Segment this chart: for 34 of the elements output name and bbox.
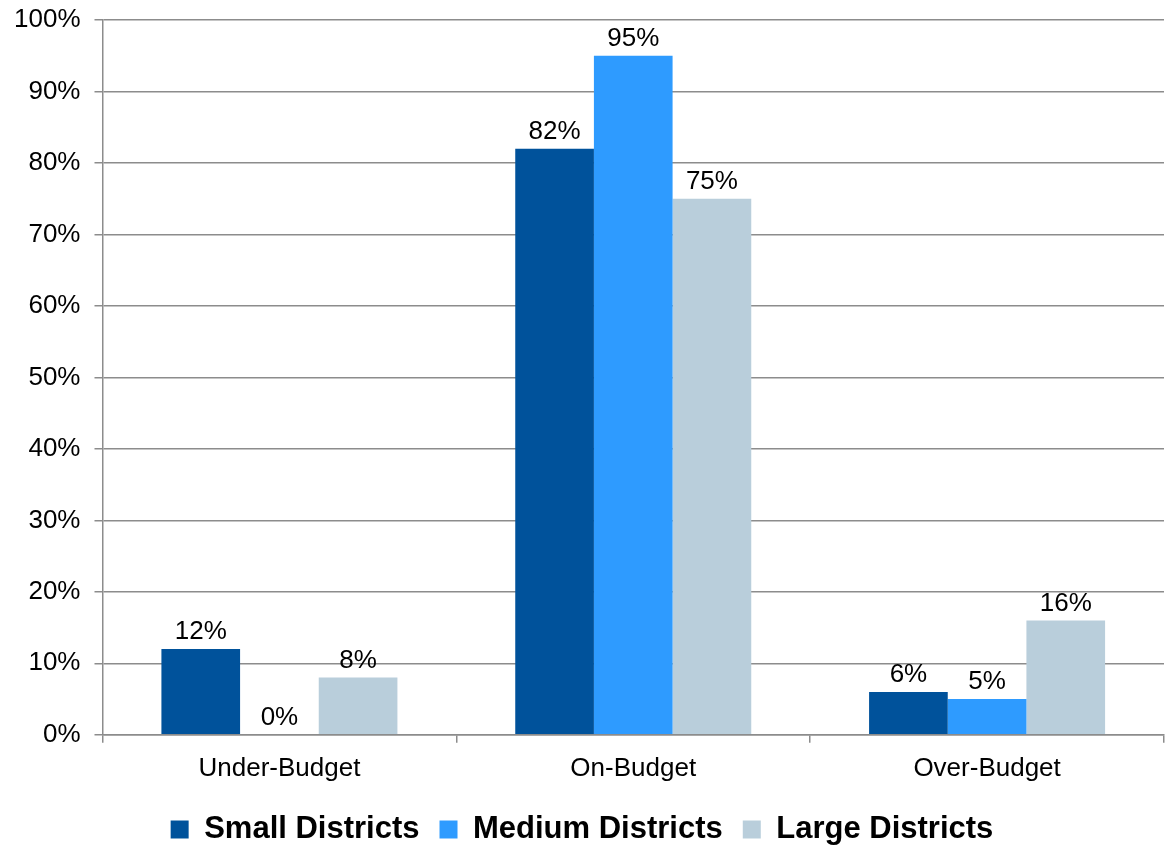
bar [672,198,752,735]
y-tick-label: 70% [28,217,81,248]
x-tick-label: Under-Budget [198,751,362,782]
data-label: 82% [528,114,581,145]
y-tick-label: 10% [28,646,81,677]
y-tick-label: 20% [28,575,81,606]
bar [947,699,1027,735]
y-tick-label: 90% [28,74,81,105]
data-label: 0% [260,700,299,731]
data-label: 5% [968,665,1006,696]
legend-label: Small Districts [204,810,420,846]
bar [161,649,241,735]
bar [593,55,673,735]
x-tick-label: Over-Budget [913,751,1062,782]
bar [1026,620,1106,735]
data-label: 75% [685,164,738,195]
y-tick-label: 0% [42,717,81,748]
y-tick-label: 80% [28,146,81,177]
legend-label: Large Districts [776,810,994,846]
legend-label: Medium Districts [473,810,723,846]
y-tick-label: 60% [28,289,81,320]
data-label: 16% [1039,586,1092,617]
data-label: 95% [607,21,660,52]
y-tick-label: 50% [28,360,81,391]
bar [318,677,398,735]
bar [515,148,594,735]
y-tick-label: 30% [28,503,81,534]
x-tick-label: On-Budget [570,751,697,782]
y-tick-label: 40% [28,432,81,463]
data-label: 12% [174,615,227,646]
y-tick-label: 100% [14,3,81,34]
data-label: 6% [889,658,928,689]
data-label: 8% [339,643,377,674]
bar [869,691,948,735]
